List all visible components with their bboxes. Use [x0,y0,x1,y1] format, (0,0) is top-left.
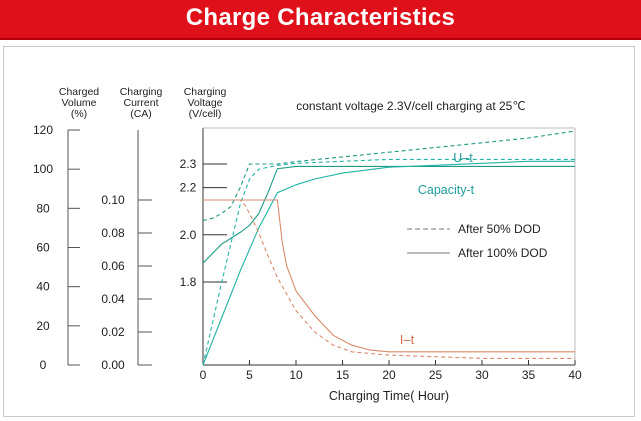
voltage-tick-label: 1.8 [180,275,197,289]
x-tick-label: 25 [429,368,443,382]
volume-axis-title: (%) [71,108,87,120]
voltage-axis-title: Charging [184,86,227,98]
volume-tick-label: 40 [36,280,50,294]
current-tick-label: 0.06 [101,259,125,273]
chart-frame [3,46,635,417]
x-tick-label: 40 [568,368,582,382]
capacity-curve-label: Capacity-t [418,183,475,197]
volume-tick-label: 80 [36,201,50,215]
legend-label: After 100% DOD [458,246,548,260]
page-title: Charge Characteristics [185,4,456,31]
current-axis-title: Current [123,97,158,109]
capacity-series-100dod [202,160,575,366]
legend-label: After 50% DOD [458,222,541,236]
voltage-axis-title: (V/cell) [189,108,222,120]
voltage-curve-label: U–t [453,151,473,165]
x-tick-label: 0 [200,368,207,382]
current-curve-label: I–t [400,332,415,347]
voltage-axis-title: Voltage [187,97,222,109]
voltage-tick-label: 2.0 [180,228,197,242]
volume-axis-title: Volume [61,97,96,109]
volume-tick-label: 20 [36,319,50,333]
current-series-50dod [203,199,575,359]
current-tick-label: 0.08 [101,226,125,240]
x-tick-label: 30 [475,368,489,382]
volume-tick-label: 60 [36,241,50,255]
volume-tick-label: 0 [40,358,47,372]
x-tick-label: 20 [382,368,396,382]
voltage-series-100dod [202,165,575,264]
current-axis-title: (CA) [130,108,152,120]
current-series-100dod [203,199,575,353]
capacity-series-50dod [202,158,575,366]
current-tick-label: 0.10 [101,193,125,207]
volume-axis-title: Charged [59,86,99,98]
volume-tick-label: 100 [33,162,53,176]
x-tick-label: 15 [336,368,350,382]
current-tick-label: 0.02 [101,325,125,339]
x-tick-label: 5 [246,368,253,382]
voltage-tick-label: 2.3 [180,157,197,171]
current-tick-label: 0.00 [101,358,125,372]
chart-subtitle: constant voltage 2.3V/cell charging at 2… [296,99,526,113]
title-banner: Charge Characteristics [0,0,641,40]
x-tick-label: 10 [289,368,303,382]
current-tick-label: 0.04 [101,292,125,306]
voltage-series-50dod [202,130,576,222]
volume-tick-label: 120 [33,123,53,137]
current-axis-title: Charging [120,86,163,98]
x-axis-title: Charging Time( Hour) [329,389,449,403]
x-tick-label: 35 [522,368,536,382]
voltage-tick-label: 2.2 [180,181,197,195]
